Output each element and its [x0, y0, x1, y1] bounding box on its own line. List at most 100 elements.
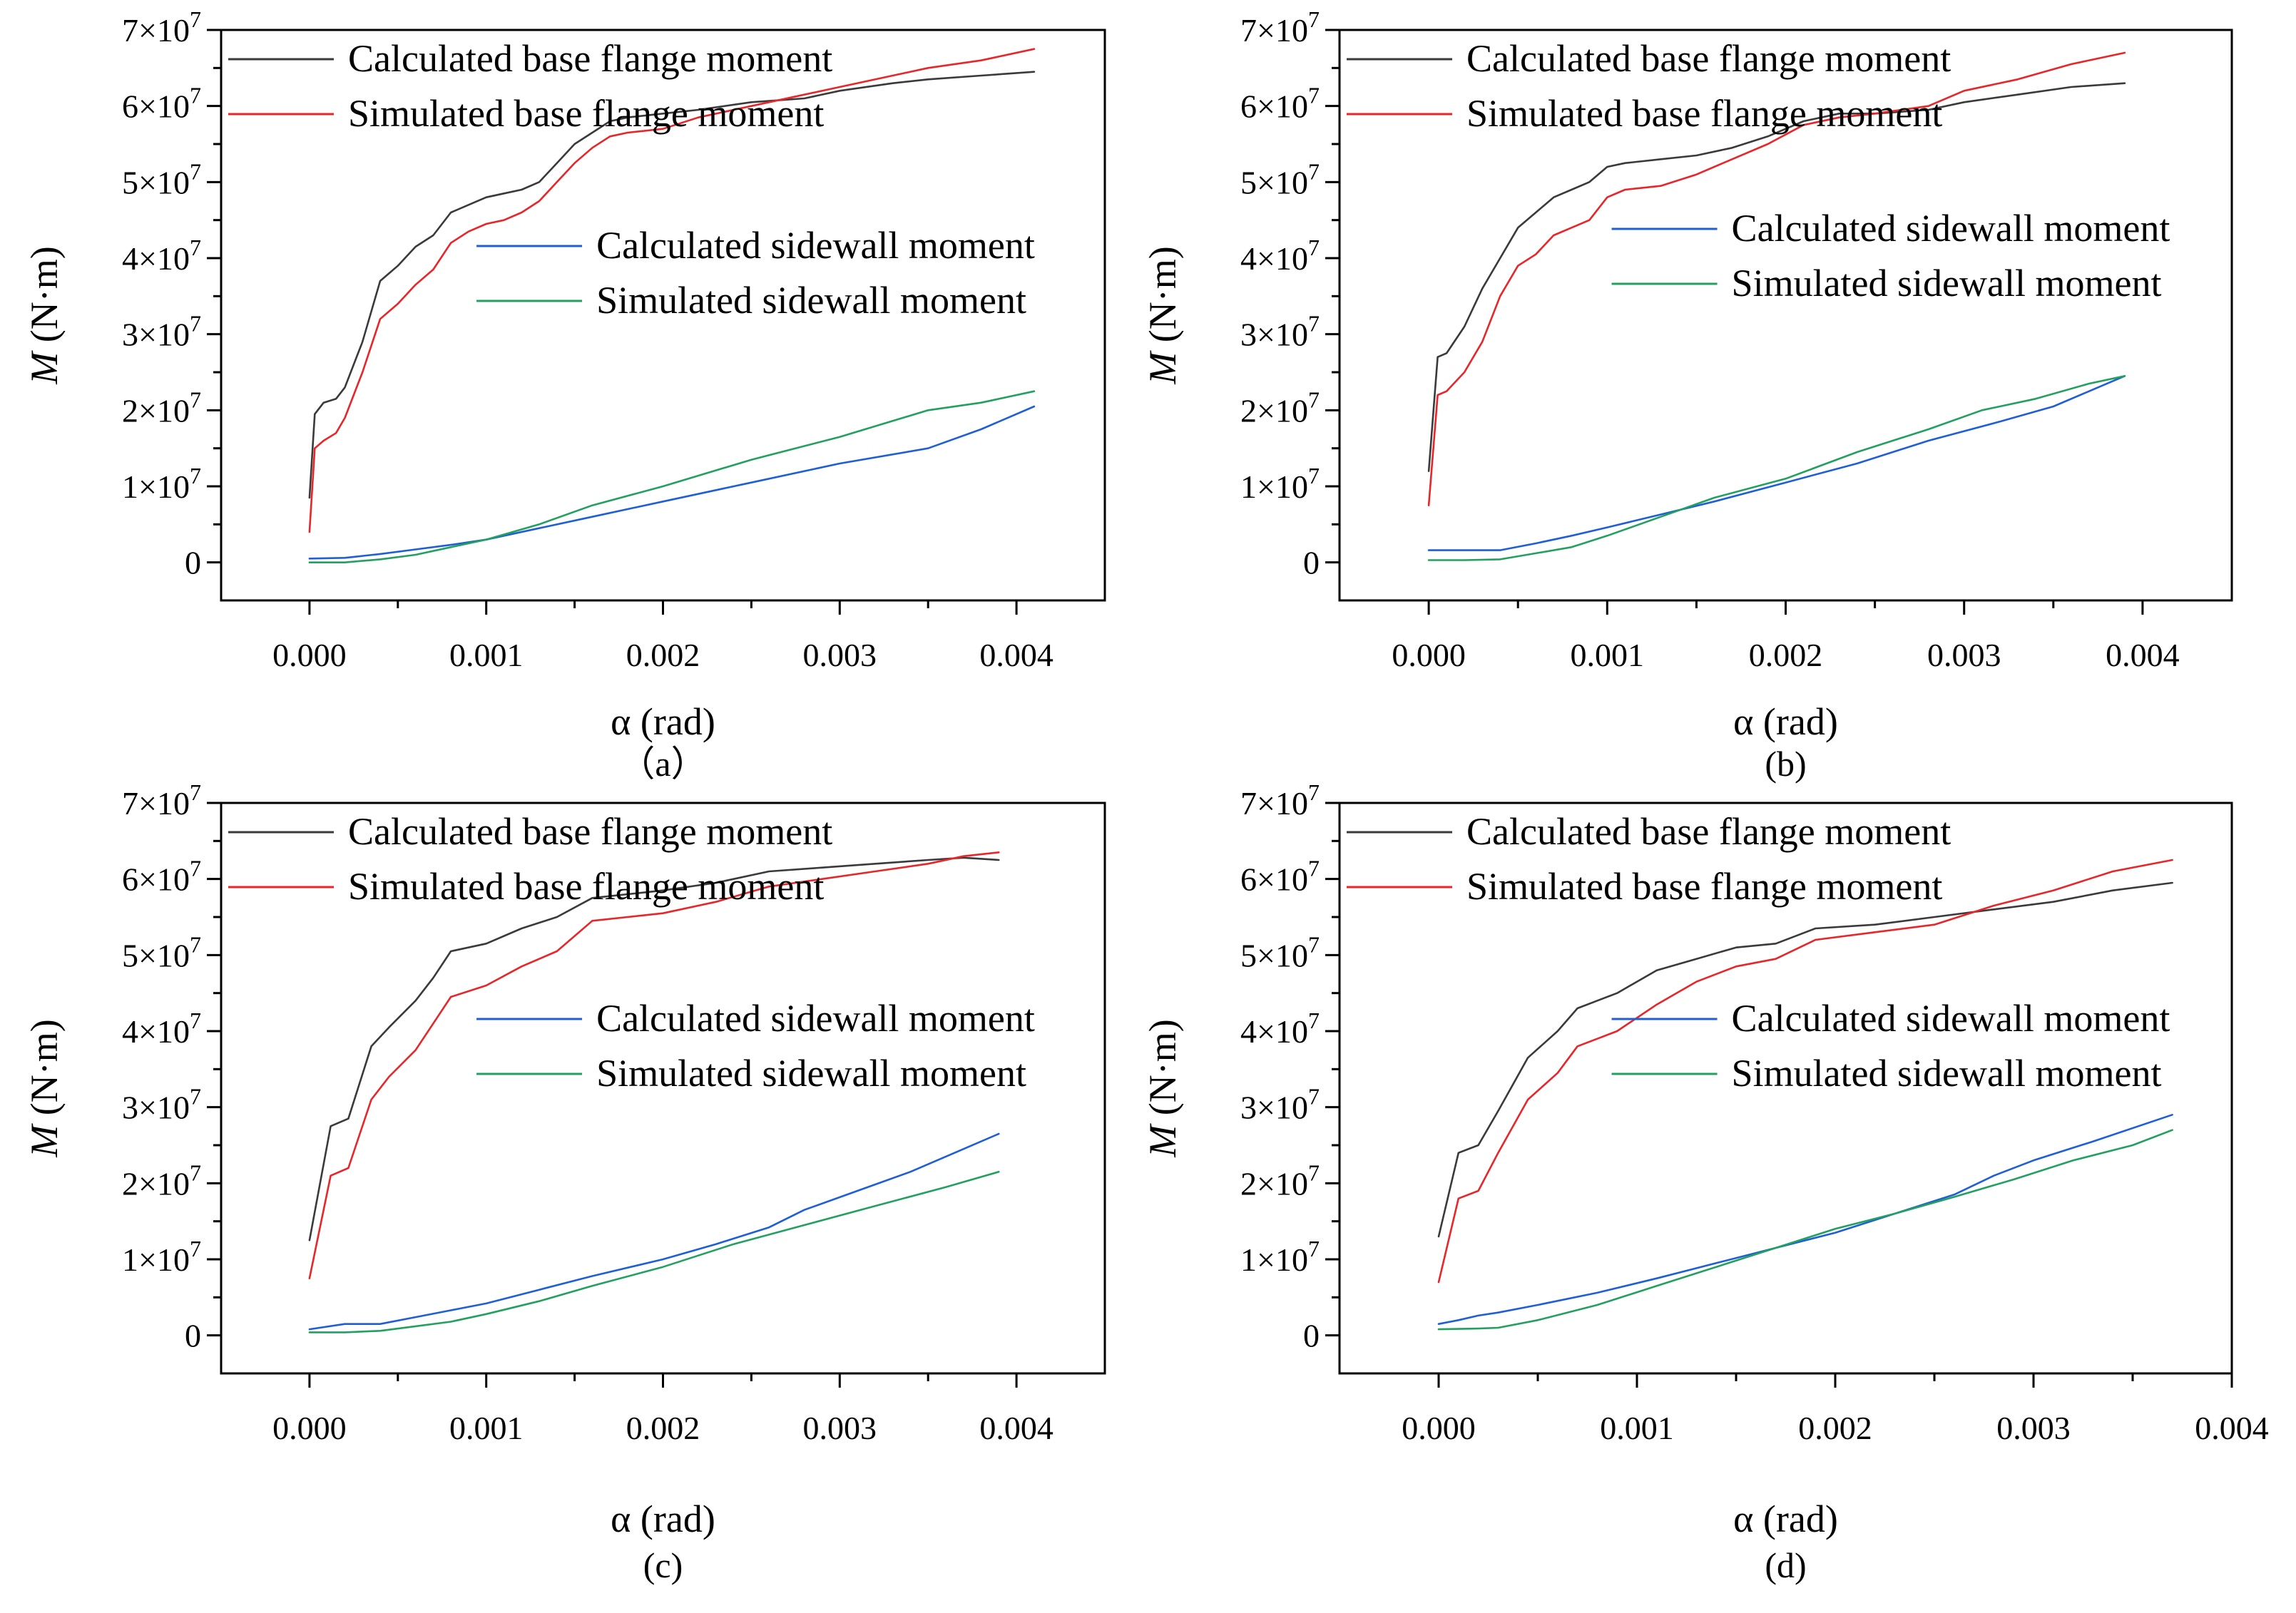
- y-tick-mantissa: 1×10: [122, 1241, 190, 1278]
- x-tick-label: 0.003: [1996, 1410, 2071, 1446]
- panel-caption: (b): [1765, 744, 1806, 784]
- x-tick-label: 0.001: [449, 637, 524, 673]
- y-axis-label: M (N·m): [23, 1019, 66, 1157]
- y-tick-label: 6×107: [122, 83, 201, 125]
- y-tick-exponent: 7: [190, 931, 201, 957]
- series-line-sim-flange: [1427, 51, 2126, 507]
- legend-label: Calculated sidewall moment: [596, 997, 1035, 1040]
- y-tick-mantissa: 1×10: [1240, 468, 1308, 505]
- plot-frame: [1338, 802, 2233, 1375]
- y-tick-label: 6×107: [1240, 856, 1320, 898]
- x-tick-label: 0.000: [272, 1410, 347, 1446]
- y-tick-mantissa: 2×10: [122, 1165, 190, 1202]
- y-tick-label: 5×107: [1240, 931, 1320, 973]
- y-tick-label: 6×107: [122, 856, 201, 898]
- legend-label: Calculated base flange moment: [1466, 37, 1951, 80]
- y-tick-label: 4×107: [122, 235, 201, 277]
- legend-label: Simulated sidewall moment: [596, 279, 1026, 322]
- y-axis-label-var: M: [23, 350, 66, 385]
- y-axis-label-var: M: [23, 1123, 66, 1158]
- y-tick-label: 1×107: [1240, 463, 1320, 505]
- y-tick-mantissa: 4×10: [122, 240, 190, 277]
- series-line-sim-sidewall: [1437, 1129, 2173, 1331]
- y-tick-mantissa: 2×10: [1240, 1165, 1308, 1202]
- chart-panel-c: 0.000 0.001 0.002 0.003 0.00401×1072×1073×10…: [23, 779, 1106, 1585]
- y-axis-label-var: M: [1141, 350, 1184, 385]
- y-tick-mantissa: 4×10: [1240, 240, 1308, 277]
- series-line-calc-sidewall: [308, 1132, 1000, 1331]
- series-line-calc-sidewall: [1427, 374, 2126, 551]
- y-tick-mantissa: 7×10: [122, 12, 190, 48]
- y-tick-label: 3×107: [122, 311, 201, 353]
- series-line-calc-flange: [1427, 82, 2126, 473]
- y-tick-exponent: 7: [1308, 1084, 1320, 1110]
- y-axis-label-unit: (N·m): [1141, 1019, 1184, 1125]
- x-tick-label: 0.003: [1927, 637, 2001, 673]
- legend-label: Simulated base flange moment: [1466, 92, 1942, 135]
- y-tick-exponent: 7: [190, 463, 201, 488]
- y-tick-mantissa: 3×10: [1240, 1090, 1308, 1126]
- x-tick-label: 0.002: [626, 1410, 700, 1446]
- y-tick-label: 7×107: [122, 6, 201, 48]
- y-tick-mantissa: 4×10: [122, 1013, 190, 1050]
- y-axis-label: M (N·m): [1141, 1019, 1184, 1157]
- series-line-sim-sidewall: [308, 390, 1036, 564]
- y-tick-exponent: 7: [1308, 1008, 1320, 1033]
- y-axis-label-unit: (N·m): [23, 1019, 66, 1125]
- y-tick-label: 1×107: [1240, 1236, 1320, 1278]
- y-tick-label: 2×107: [1240, 1159, 1320, 1202]
- y-tick-mantissa: 0: [1303, 545, 1320, 581]
- y-tick-label: 0: [185, 545, 201, 581]
- y-tick-label: 4×107: [1240, 1008, 1320, 1050]
- chart-panel-b: 0.000 0.001 0.002 0.003 0.00401×1072×1073×10…: [1141, 6, 2233, 784]
- y-tick-mantissa: 0: [185, 545, 201, 581]
- x-tick-label: 0.004: [2106, 637, 2180, 673]
- legend-label: Calculated sidewall moment: [1732, 207, 2170, 250]
- y-tick-mantissa: 3×10: [122, 317, 190, 353]
- legend-label: Simulated base flange moment: [348, 92, 824, 135]
- legend-label: Simulated base flange moment: [1466, 865, 1942, 908]
- y-tick-label: 7×107: [1240, 779, 1320, 821]
- x-tick-label: 0.004: [979, 1410, 1053, 1446]
- legend-label: Calculated base flange moment: [348, 810, 832, 853]
- x-tick-label: 0.004: [979, 637, 1053, 673]
- x-tick-label: 0.002: [626, 637, 700, 673]
- y-tick-mantissa: 5×10: [1240, 164, 1308, 200]
- series-line-calc-flange: [308, 856, 1000, 1241]
- legend-label: Simulated sidewall moment: [1732, 262, 2162, 304]
- y-tick-exponent: 7: [190, 311, 201, 337]
- series-line-sim-sidewall: [1427, 374, 2126, 561]
- series-line-sim-flange: [308, 851, 1000, 1279]
- x-tick-label: 0.003: [803, 637, 877, 673]
- y-tick-mantissa: 0: [185, 1318, 201, 1354]
- y-tick-exponent: 7: [1308, 463, 1320, 488]
- legend-label: Simulated sidewall moment: [1732, 1052, 2162, 1095]
- x-tick-label: 0.004: [2195, 1410, 2269, 1446]
- y-tick-mantissa: 5×10: [1240, 937, 1308, 973]
- y-tick-label: 3×107: [122, 1084, 201, 1126]
- x-tick-label: 0.001: [1600, 1410, 1674, 1446]
- series-line-sim-flange: [1437, 859, 2173, 1284]
- series-line-calc-flange: [1437, 881, 2173, 1238]
- y-tick-label: 5×107: [122, 158, 201, 200]
- y-tick-exponent: 7: [1308, 779, 1320, 805]
- x-tick-label: 0.000: [272, 637, 347, 673]
- x-tick-label: 0.000: [1392, 637, 1466, 673]
- y-tick-exponent: 7: [190, 6, 201, 32]
- y-axis-label-unit: (N·m): [1141, 246, 1184, 352]
- y-axis-label: M (N·m): [23, 246, 66, 384]
- y-tick-mantissa: 1×10: [122, 468, 190, 505]
- y-tick-mantissa: 5×10: [122, 937, 190, 973]
- y-tick-mantissa: 7×10: [1240, 785, 1308, 821]
- y-tick-label: 0: [1303, 1318, 1320, 1354]
- panel-caption: （a）: [619, 744, 706, 784]
- y-tick-exponent: 7: [1308, 1236, 1320, 1261]
- y-tick-mantissa: 0: [1303, 1318, 1320, 1354]
- y-tick-label: 7×107: [1240, 6, 1320, 48]
- series-line-calc-sidewall: [1437, 1114, 2173, 1325]
- series-line-sim-sidewall: [308, 1171, 1000, 1333]
- y-tick-mantissa: 3×10: [122, 1090, 190, 1126]
- y-tick-mantissa: 7×10: [122, 785, 190, 821]
- y-axis-label-var: M: [1141, 1123, 1184, 1158]
- y-tick-label: 0: [185, 1318, 201, 1354]
